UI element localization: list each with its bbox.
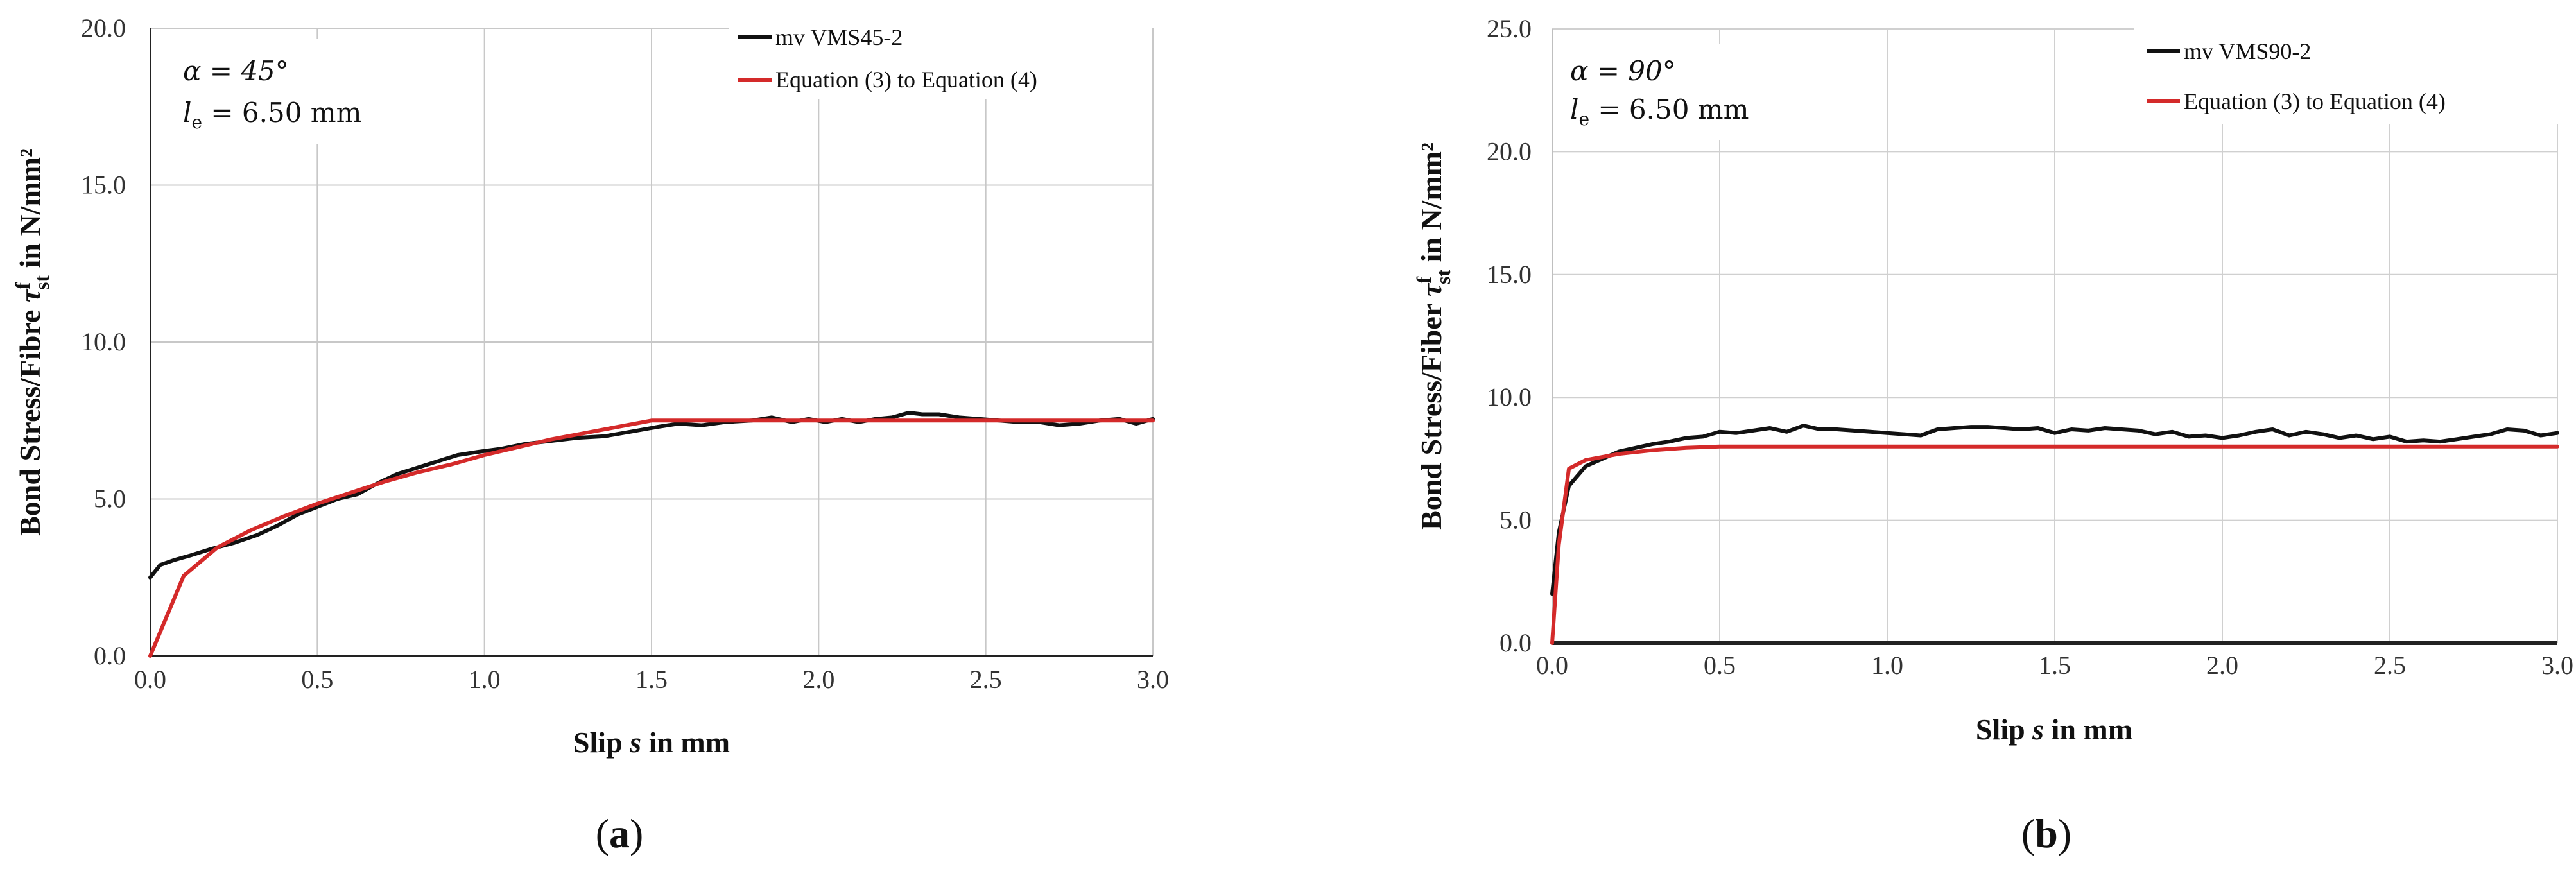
- chart-a-x-tick-label: 2.5: [970, 665, 1002, 694]
- chart-a-y-tick-label: 5.0: [94, 485, 126, 513]
- chart-a: 0.0 5.0 10.0 15.0 20.0 0.0 0.5 1.0 1.5 2.0 2.5 3.0…: [11, 13, 1169, 856]
- chart-b-series-line-1: [1550, 424, 2559, 596]
- chart-a-x-tick-label: 0.5: [301, 665, 333, 694]
- chart-b-ylabel-sup: f: [1412, 277, 1435, 284]
- chart-a-legend-label-1: mv VMS45-2: [775, 24, 903, 50]
- chart-b-annotation-le: le = 6.50 mm: [1570, 94, 1749, 130]
- chart-b-series-line-2: [1550, 444, 2559, 645]
- chart-b-x-tick-label: 2.0: [2206, 651, 2238, 680]
- chart-a-annotation-le-symbol: l: [183, 97, 191, 128]
- chart-a-xlabel-pre: Slip: [573, 726, 630, 759]
- chart-a-x-tick-labels: 0.0 0.5 1.0 1.5 2.0 2.5 3.0: [134, 665, 1169, 694]
- chart-b-legend-label-1: mv VMS90-2: [2184, 39, 2311, 64]
- chart-a-x-tick-label: 3.0: [1137, 665, 1169, 694]
- chart-a-annotation-le-subscript: e: [191, 112, 202, 133]
- chart-a-xlabel-post: in mm: [641, 726, 730, 759]
- chart-b-x-tick-labels: 0.0 0.5 1.0 1.5 2.0 2.5 3.0: [1536, 651, 2573, 680]
- chart-b-y-tick-label: 20.0: [1487, 137, 1532, 166]
- chart-b-y-tick-label: 10.0: [1487, 383, 1532, 411]
- chart-a-y-tick-label: 15.0: [81, 171, 126, 200]
- chart-b-x-tick-label: 1.5: [2039, 651, 2071, 680]
- chart-a-annotation-alpha: α = 45°: [183, 55, 289, 87]
- chart-b-annotation-le-subscript: e: [1578, 108, 1589, 130]
- chart-b-ylabel-pre: Bond Stress/Fiber: [1415, 297, 1448, 530]
- chart-a-annotation-le-value: = 6.50 mm: [202, 97, 361, 128]
- chart-a-x-tick-label: 2.0: [802, 665, 834, 694]
- chart-b-x-tick-label: 0.5: [1704, 651, 1736, 680]
- chart-a-annotation-le: le = 6.50 mm: [183, 97, 361, 133]
- chart-b-legend-label-2: Equation (3) to Equation (4): [2184, 89, 2446, 114]
- chart-a-x-tick-label: 1.0: [469, 665, 501, 694]
- chart-b: 0.0 5.0 10.0 15.0 20.0 25.0 0.0 0.5 1.0 1.5 2.0 2.…: [1412, 14, 2573, 856]
- chart-a-y-tick-label: 20.0: [81, 13, 126, 42]
- chart-a-y-tick-label: 10.0: [81, 327, 126, 356]
- chart-a-ylabel-symbol: τ: [13, 288, 46, 302]
- chart-a-x-axis-title: Slip s in mm: [573, 726, 730, 759]
- chart-a-panel-label: (a): [596, 811, 644, 856]
- chart-b-legend-box: [2134, 24, 2558, 124]
- chart-a-annotation-box: [173, 39, 417, 144]
- chart-b-annotation-le-value: = 6.50 mm: [1589, 94, 1749, 125]
- chart-b-y-tick-label: 0.0: [1500, 628, 1532, 657]
- chart-a-x-tick-label: 0.0: [134, 665, 166, 694]
- chart-b-x-tick-label: 1.0: [1871, 651, 1903, 680]
- chart-b-x-tick-label: 2.5: [2374, 651, 2406, 680]
- chart-a-y-tick-labels: 0.0 5.0 10.0 15.0 20.0: [81, 13, 126, 670]
- chart-b-xlabel-post: in mm: [2044, 713, 2132, 746]
- chart-a-ylabel-pre: Bond Stress/Fibre: [13, 302, 46, 536]
- chart-b-y-axis-title: Bond Stress/Fiber τfst in N/mm²: [1412, 142, 1455, 530]
- chart-a-legend-label-2: Equation (3) to Equation (4): [775, 67, 1037, 92]
- chart-b-xlabel-pre: Slip: [1976, 713, 2032, 746]
- chart-a-y-tick-label: 0.0: [94, 641, 126, 670]
- chart-b-ylabel-post: in N/mm²: [1415, 142, 1448, 270]
- chart-b-y-tick-label: 15.0: [1487, 260, 1532, 289]
- chart-b-ylabel-symbol: τ: [1415, 282, 1448, 297]
- chart-b-x-axis-title: Slip s in mm: [1976, 713, 2132, 746]
- chart-b-annotation-alpha: α = 90°: [1570, 55, 1676, 87]
- chart-a-series-line-2: [148, 418, 1155, 658]
- chart-b-y-tick-labels: 0.0 5.0 10.0 15.0 20.0 25.0: [1487, 14, 1532, 657]
- chart-b-x-tick-label: 3.0: [2541, 651, 2573, 680]
- chart-a-series-group: [148, 411, 1155, 658]
- chart-a-panel-letter: a: [609, 811, 630, 856]
- chart-a-y-axis-title: Bond Stress/Fibre τfst in N/mm²: [11, 148, 53, 536]
- chart-a-xlabel-var: s: [629, 726, 641, 759]
- chart-b-ylabel-sub: st: [1431, 270, 1455, 284]
- chart-a-x-tick-label: 1.5: [635, 665, 668, 694]
- chart-b-panel-label: (b): [2021, 811, 2071, 856]
- chart-b-annotation-le-symbol: l: [1570, 94, 1578, 125]
- chart-b-y-tick-label: 5.0: [1500, 506, 1532, 535]
- chart-b-x-tick-label: 0.0: [1536, 651, 1568, 680]
- chart-a-legend-box: [729, 13, 1152, 99]
- chart-a-ylabel-post: in N/mm²: [13, 148, 46, 275]
- chart-b-xlabel-var: s: [2032, 713, 2044, 746]
- chart-b-series-group: [1550, 424, 2559, 645]
- chart-b-panel-letter: b: [2035, 811, 2058, 856]
- chart-a-ylabel-sup: f: [11, 282, 34, 289]
- chart-a-ylabel-sub: st: [30, 275, 53, 290]
- chart-b-annotation-box: [1566, 44, 1810, 140]
- chart-b-y-tick-label: 25.0: [1487, 14, 1532, 43]
